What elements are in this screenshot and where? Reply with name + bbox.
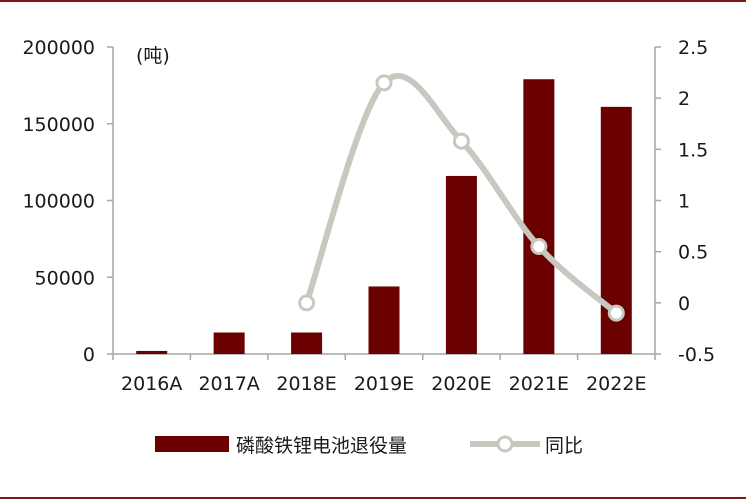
top-rule bbox=[0, 0, 746, 2]
line-point bbox=[298, 294, 316, 312]
left-tick-label: 50000 bbox=[35, 267, 95, 289]
x-tick-label: 2021E bbox=[509, 373, 569, 395]
bar bbox=[291, 332, 323, 354]
right-tick-label: 2 bbox=[678, 88, 690, 110]
line-point bbox=[607, 304, 625, 322]
right-tick-label: 1.5 bbox=[678, 139, 708, 161]
right-tick-label: 0 bbox=[678, 293, 690, 315]
right-tick-label: -0.5 bbox=[678, 344, 715, 366]
left-tick-label: 200000 bbox=[22, 37, 95, 59]
axes bbox=[107, 46, 661, 360]
bar bbox=[368, 286, 400, 354]
x-tick-label: 2018E bbox=[276, 373, 336, 395]
x-tick-label: 2017A bbox=[198, 373, 259, 395]
bar bbox=[523, 79, 555, 355]
line-series bbox=[298, 72, 625, 322]
bottom-rule bbox=[0, 497, 746, 499]
right-tick-label: 1 bbox=[678, 191, 690, 213]
legend-bar-swatch bbox=[155, 436, 229, 452]
yoy-line bbox=[303, 72, 620, 317]
bar bbox=[445, 175, 477, 354]
left-tick-label: 100000 bbox=[22, 191, 95, 213]
x-tick-label: 2019E bbox=[354, 373, 414, 395]
right-tick-label: 2.5 bbox=[678, 37, 708, 59]
line-point bbox=[452, 132, 470, 150]
line-point bbox=[375, 74, 393, 92]
left-tick-label: 150000 bbox=[22, 114, 95, 136]
legend-bar-label: 磷酸铁锂电池退役量 bbox=[236, 435, 407, 457]
legend: 磷酸铁锂电池退役量 同比 bbox=[155, 435, 583, 457]
left-tick-label: 0 bbox=[83, 344, 95, 366]
line-point bbox=[530, 238, 548, 256]
x-tick-label: 2016A bbox=[121, 373, 182, 395]
legend-line-label: 同比 bbox=[545, 435, 583, 457]
unit-label: (吨) bbox=[136, 45, 170, 67]
x-tick-label: 2020E bbox=[431, 373, 491, 395]
bar bbox=[213, 332, 245, 354]
x-tick-label: 2022E bbox=[586, 373, 646, 395]
tick-labels: 0 50000 100000 150000 200000 -0.5 0 0.5 1 1.5 2 2.5… bbox=[22, 37, 715, 395]
bar-series bbox=[136, 79, 632, 355]
legend-line-marker bbox=[496, 435, 514, 453]
bar bbox=[136, 350, 168, 354]
right-tick-label: 0.5 bbox=[678, 242, 708, 264]
